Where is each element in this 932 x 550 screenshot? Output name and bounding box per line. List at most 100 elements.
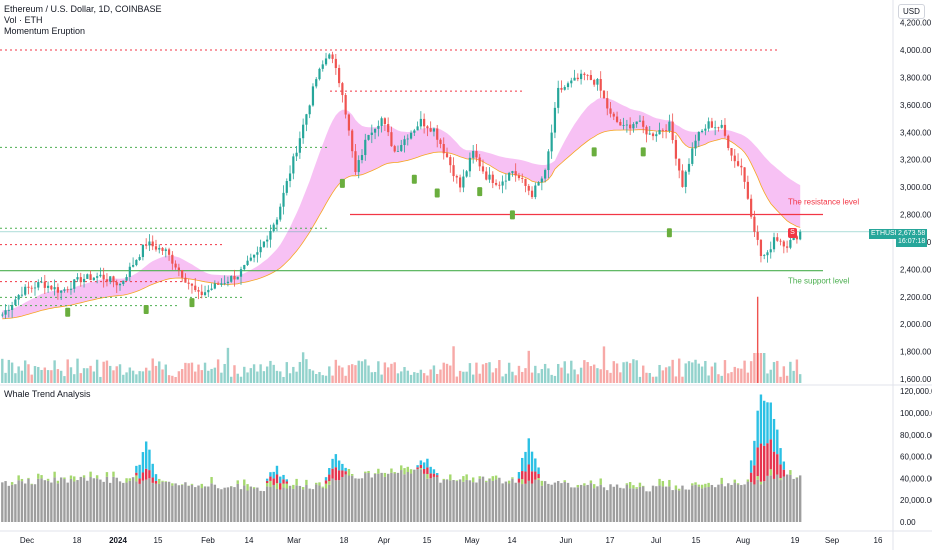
whale-base-bar [436, 476, 439, 522]
whale-red-bar [753, 465, 756, 485]
whale-base-bar [73, 481, 76, 522]
volume-bar [769, 369, 772, 383]
volume-bar [233, 365, 236, 383]
whale-base-bar [210, 483, 213, 522]
volume-bar [432, 365, 436, 383]
volume-bar [275, 370, 279, 383]
whale-cyan-bar [749, 460, 753, 473]
candle-body [30, 287, 33, 289]
volume-bar [292, 366, 295, 383]
whale-cyan-bar [436, 473, 439, 476]
whale-base-bar [318, 485, 321, 522]
volume-bar [17, 366, 20, 383]
whale-green-bar [180, 484, 184, 485]
price-axis-tick: 2,400.00 [900, 265, 932, 274]
candle-body [632, 124, 635, 129]
candle-body [181, 270, 184, 278]
candle-body [285, 181, 288, 193]
price-tag-price: 2,673.58 [896, 229, 928, 239]
volume-bar [566, 373, 570, 383]
whale-red-bar [341, 470, 344, 477]
volume-bar [386, 367, 390, 383]
volume-bar [749, 361, 753, 383]
whale-base-bar [710, 484, 714, 522]
whale-base-bar [553, 482, 557, 522]
volume-bar [779, 376, 782, 383]
whale-axis-tick: 60,000.00 [900, 453, 932, 462]
candle-body [606, 98, 609, 109]
candle-body [756, 231, 759, 240]
volume-bar [648, 373, 651, 383]
candle-body [671, 121, 674, 141]
candle-body [190, 283, 194, 286]
candle-body [763, 255, 766, 256]
candle-body [661, 129, 664, 131]
whale-base-bar [298, 485, 302, 522]
whale-cyan-bar [272, 471, 275, 479]
whale-base-bar [517, 482, 521, 522]
whale-base-bar [292, 488, 295, 522]
buy-signal-marker [143, 304, 149, 314]
candle-body [799, 231, 802, 240]
whale-red-bar [151, 477, 154, 483]
whale-red-bar [763, 445, 766, 482]
volume-bar [37, 366, 40, 383]
whale-green-bar [704, 483, 707, 488]
whale-base-bar [236, 483, 239, 522]
whale-base-bar [99, 479, 102, 522]
volume-bar [511, 371, 514, 383]
volume-bar [785, 375, 789, 383]
whale-base-bar [530, 483, 534, 522]
candle-body [40, 281, 43, 283]
whale-axis-tick: 20,000.00 [900, 496, 932, 505]
whale-axis-tick: 80,000.00 [900, 431, 932, 440]
candle-body [367, 134, 370, 140]
whale-base-bar [400, 470, 403, 522]
whale-base-bar [514, 482, 517, 522]
volume-bar [112, 370, 115, 383]
volume-bar [475, 362, 478, 383]
time-axis-tick: Aug [736, 536, 750, 545]
whale-red-bar [331, 468, 334, 479]
whale-red-bar [534, 471, 537, 480]
whale-base-bar [468, 480, 472, 522]
whale-base-bar [23, 483, 27, 522]
candle-body [792, 236, 795, 241]
whale-green-bar [625, 483, 629, 485]
whale-base-bar [262, 491, 266, 522]
whale-base-bar [458, 479, 462, 522]
whale-base-bar [419, 469, 423, 522]
volume-bar [53, 360, 56, 383]
candle-body [56, 287, 59, 293]
price-axis-tick: 3,800.00 [900, 73, 932, 82]
whale-cyan-bar [148, 449, 151, 471]
whale-base-bar [704, 487, 707, 522]
candle-body [700, 130, 704, 132]
candle-body [210, 288, 213, 290]
volume-bar [154, 365, 158, 383]
candle-body [390, 132, 393, 147]
whale-green-bar [236, 480, 239, 484]
candle-body [400, 145, 403, 152]
whale-cyan-bar [537, 467, 540, 475]
candle-body [668, 121, 671, 131]
candle-body [292, 156, 295, 174]
volume-bar [576, 374, 580, 383]
whale-base-bar [485, 482, 488, 522]
whale-red-bar [530, 471, 534, 484]
whale-green-bar [17, 475, 20, 481]
whale-cyan-bar [776, 429, 779, 455]
whale-base-bar [694, 484, 697, 522]
whale-red-bar [756, 447, 759, 477]
whale-green-bar [210, 477, 213, 484]
whale-base-bar [259, 490, 262, 522]
whale-base-bar [481, 476, 485, 522]
whale-base-bar [602, 487, 606, 522]
whale-base-bar [282, 487, 285, 522]
volume-bar [684, 363, 687, 383]
buy-signal-marker [189, 298, 195, 308]
candle-body [655, 134, 658, 137]
currency-badge[interactable]: USD [898, 4, 925, 19]
whale-red-bar [148, 470, 151, 479]
